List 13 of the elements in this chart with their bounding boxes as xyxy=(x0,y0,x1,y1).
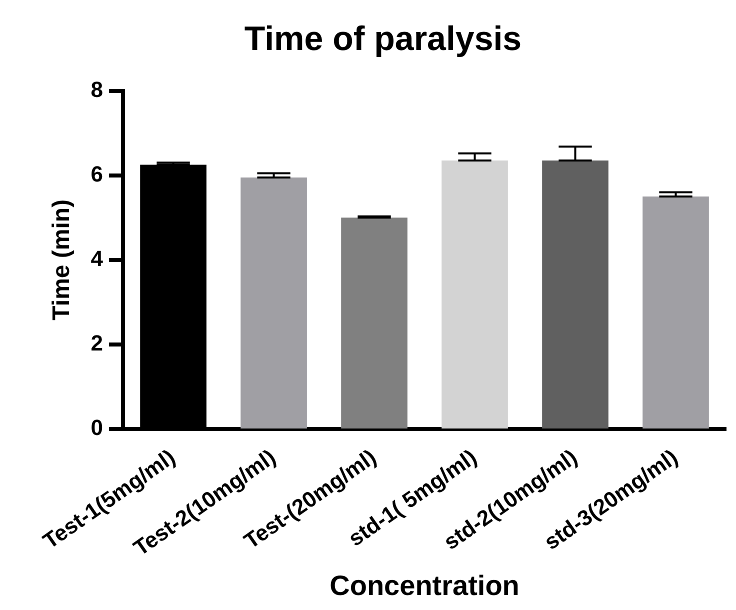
bar xyxy=(442,160,508,428)
y-tick-label: 6 xyxy=(90,161,104,186)
bar xyxy=(542,160,608,428)
y-tick-label: 2 xyxy=(90,330,104,356)
y-tick-label: 4 xyxy=(90,246,104,271)
x-axis-title: Concentration xyxy=(330,570,520,601)
bar xyxy=(341,218,408,428)
bar xyxy=(642,196,709,428)
y-tick-label: 8 xyxy=(90,76,104,102)
y-axis-title: Time (min) xyxy=(48,199,76,320)
chart-title: Time of paralysis xyxy=(244,20,522,58)
y-tick-label: 0 xyxy=(90,415,104,440)
bar xyxy=(240,177,307,428)
